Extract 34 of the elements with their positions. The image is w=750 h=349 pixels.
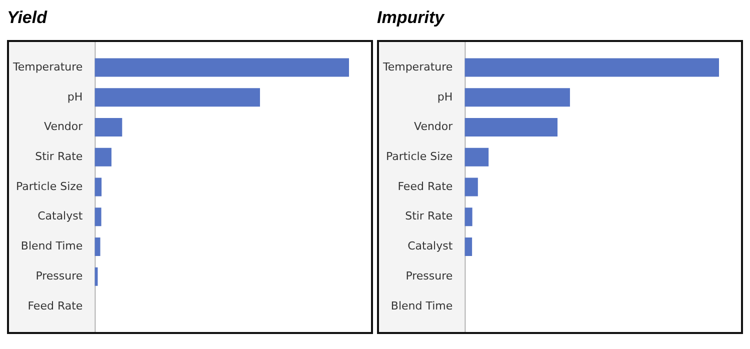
bar bbox=[464, 237, 472, 256]
y-tick-label: Particle Size bbox=[16, 180, 83, 193]
bar bbox=[464, 58, 719, 77]
y-tick-label: Pressure bbox=[406, 269, 453, 282]
bar bbox=[464, 208, 472, 226]
y-tick-label: Vendor bbox=[44, 120, 84, 134]
y-tick-label: Stir Rate bbox=[35, 150, 83, 163]
y-tick-label: pH bbox=[67, 90, 83, 104]
y-tick-label: Temperature bbox=[12, 60, 83, 74]
bar bbox=[464, 148, 489, 166]
bar bbox=[464, 88, 570, 107]
bar bbox=[94, 237, 100, 256]
y-tick-label: Feed Rate bbox=[398, 180, 453, 193]
bar bbox=[464, 178, 478, 196]
y-tick-label: Stir Rate bbox=[405, 210, 453, 223]
y-tick-label: Temperature bbox=[382, 60, 453, 74]
y-tick-label: Catalyst bbox=[38, 210, 84, 223]
y-tick-label: Blend Time bbox=[20, 240, 83, 253]
chart-title: Yield bbox=[7, 7, 48, 29]
y-tick-label: Catalyst bbox=[408, 240, 454, 253]
bar bbox=[94, 118, 122, 137]
y-tick-label: Blend Time bbox=[390, 299, 453, 312]
bar bbox=[94, 58, 349, 77]
bar bbox=[464, 118, 558, 137]
y-tick-label: Particle Size bbox=[386, 150, 453, 163]
y-tick-label: pH bbox=[437, 90, 453, 104]
bar bbox=[94, 208, 102, 226]
y-tick-label: Vendor bbox=[414, 120, 454, 134]
bar bbox=[94, 148, 112, 166]
y-tick-label: Feed Rate bbox=[28, 299, 83, 312]
y-tick-label: Pressure bbox=[36, 269, 83, 282]
chart-title: Impurity bbox=[377, 7, 446, 29]
bar bbox=[94, 178, 102, 196]
bar bbox=[94, 88, 260, 107]
